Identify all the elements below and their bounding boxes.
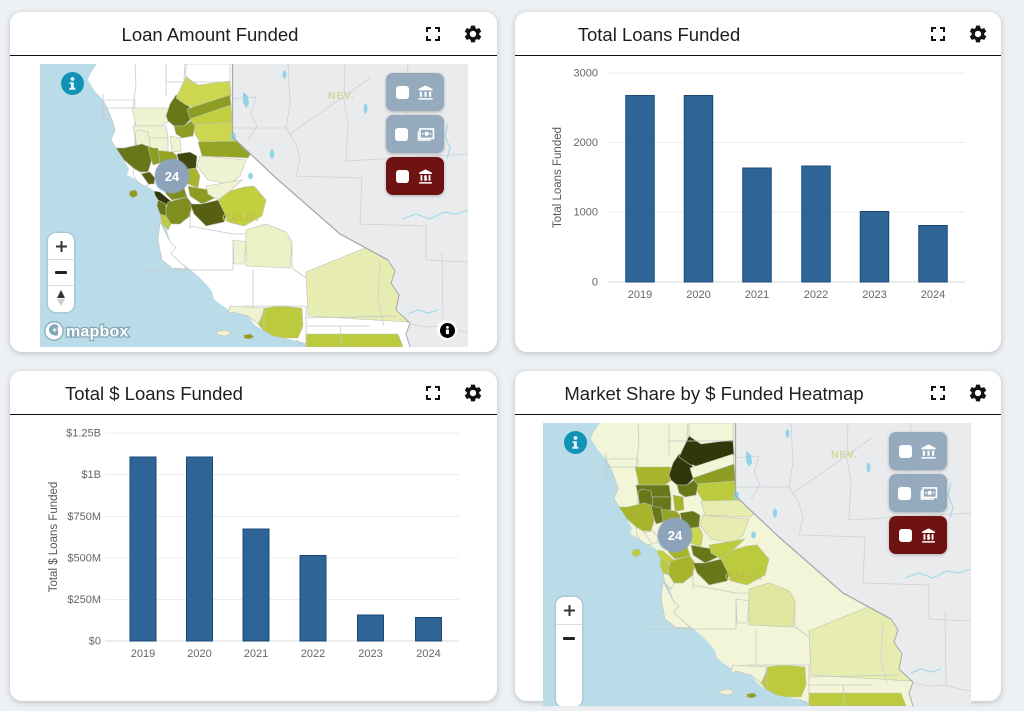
svg-text:$1B: $1B [81, 469, 101, 481]
svg-text:2021: 2021 [745, 289, 769, 301]
svg-text:$1.25B: $1.25B [66, 428, 101, 440]
svg-text:2024: 2024 [921, 289, 945, 301]
svg-text:2021: 2021 [244, 648, 268, 660]
svg-text:$750M: $750M [67, 511, 101, 523]
svg-text:0: 0 [592, 277, 598, 289]
svg-text:CALIF.: CALIF. [725, 571, 762, 583]
svg-text:2022: 2022 [804, 289, 828, 301]
svg-text:NEV.: NEV. [328, 90, 355, 102]
svg-text:$500M: $500M [67, 553, 101, 565]
svg-text:$: $ [927, 534, 931, 541]
svg-text:3000: 3000 [574, 68, 598, 80]
svg-text:$: $ [424, 175, 428, 182]
svg-text:2000: 2000 [574, 137, 598, 149]
svg-text:2022: 2022 [301, 648, 325, 660]
svg-text:NEV.: NEV. [831, 449, 858, 461]
svg-text:CALIF.: CALIF. [222, 212, 259, 224]
svg-text:$250M: $250M [67, 594, 101, 606]
svg-text:Total Loans Funded: Total Loans Funded [552, 127, 564, 228]
svg-text:$0: $0 [89, 636, 101, 648]
svg-text:2024: 2024 [416, 648, 440, 660]
svg-text:Total $ Loans Funded: Total $ Loans Funded [48, 482, 60, 593]
svg-text:mapbox: mapbox [66, 324, 129, 341]
svg-text:2019: 2019 [628, 289, 652, 301]
svg-text:2023: 2023 [862, 289, 886, 301]
svg-text:2019: 2019 [131, 648, 155, 660]
svg-text:2020: 2020 [686, 289, 710, 301]
svg-text:1000: 1000 [574, 207, 598, 219]
svg-text:2023: 2023 [358, 648, 382, 660]
svg-text:2020: 2020 [187, 648, 211, 660]
